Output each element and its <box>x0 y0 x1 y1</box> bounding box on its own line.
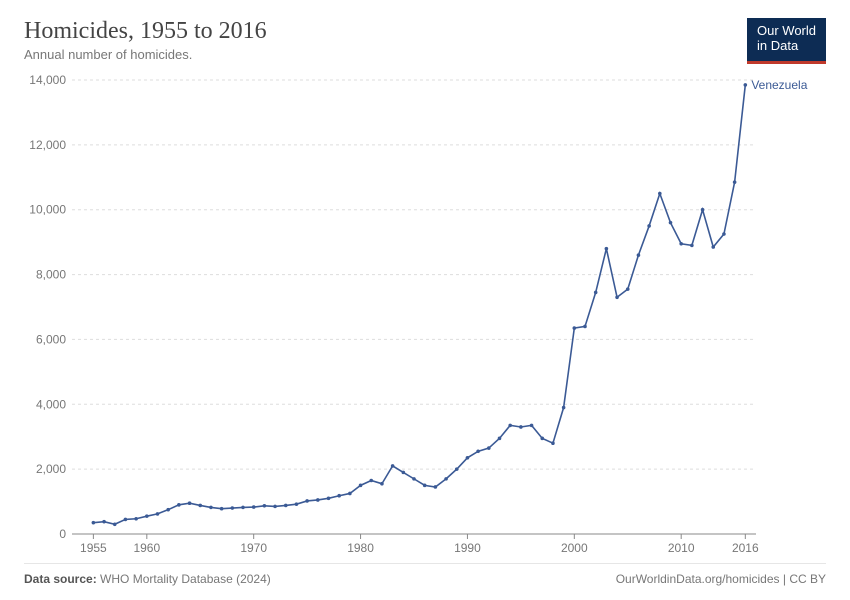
data-point <box>380 482 384 486</box>
data-point <box>305 499 309 503</box>
logo-line1: Our World <box>757 23 816 38</box>
data-point <box>647 224 651 228</box>
data-point <box>434 485 438 489</box>
data-point <box>391 464 395 468</box>
data-point <box>605 247 609 251</box>
data-point <box>348 492 352 496</box>
y-tick-label: 8,000 <box>36 268 66 282</box>
data-point <box>166 508 170 512</box>
data-point <box>423 484 427 488</box>
data-point <box>658 192 662 196</box>
data-point <box>188 501 192 505</box>
data-point <box>273 505 277 509</box>
data-point <box>573 326 577 330</box>
data-point <box>455 467 459 471</box>
page-subtitle: Annual number of homicides. <box>24 47 267 62</box>
data-point <box>583 325 587 329</box>
series-label-venezuela: Venezuela <box>751 78 807 92</box>
y-tick-label: 10,000 <box>29 203 66 217</box>
data-point <box>92 521 96 525</box>
data-point <box>487 446 491 450</box>
chart-footer: Data source: WHO Mortality Database (202… <box>24 563 826 586</box>
y-tick-label: 12,000 <box>29 138 66 152</box>
data-point <box>102 520 106 524</box>
data-point <box>145 514 149 518</box>
x-tick-label: 2016 <box>732 541 759 555</box>
data-point <box>530 424 534 428</box>
data-point <box>198 504 202 508</box>
data-point <box>508 424 512 428</box>
data-point <box>519 425 523 429</box>
attribution: OurWorldinData.org/homicides | CC BY <box>616 572 826 586</box>
data-point <box>113 522 117 526</box>
y-tick-label: 0 <box>59 527 66 541</box>
data-point <box>156 512 160 516</box>
data-point <box>615 295 619 299</box>
data-point <box>402 471 406 475</box>
data-point <box>637 253 641 257</box>
data-point <box>177 503 181 507</box>
data-point <box>444 477 448 481</box>
page-title: Homicides, 1955 to 2016 <box>24 18 267 45</box>
x-tick-label: 1990 <box>454 541 481 555</box>
y-tick-label: 14,000 <box>29 73 66 87</box>
line-chart: 0 2,000 4,000 6,000 8,000 10,000 12,000 14,000 1… <box>24 72 826 558</box>
data-point <box>359 484 363 488</box>
data-point <box>369 479 373 483</box>
data-point <box>209 506 213 510</box>
x-tick-label: 1960 <box>133 541 160 555</box>
data-point <box>562 406 566 410</box>
data-point <box>701 208 705 212</box>
owid-logo: Our World in Data <box>747 18 826 64</box>
data-point <box>498 437 502 441</box>
data-point <box>733 180 737 184</box>
logo-line2: in Data <box>757 38 798 53</box>
data-point <box>679 242 683 246</box>
data-point <box>551 441 555 445</box>
data-point <box>241 506 245 510</box>
data-point <box>744 83 748 87</box>
data-point <box>284 504 288 508</box>
data-point <box>134 517 138 521</box>
data-point <box>327 497 331 501</box>
data-point <box>690 244 694 248</box>
y-tick-label: 6,000 <box>36 332 66 346</box>
data-point <box>626 287 630 291</box>
series-line-venezuela <box>93 85 745 524</box>
data-point <box>231 506 235 510</box>
data-point <box>722 232 726 236</box>
data-point <box>252 505 256 509</box>
data-point <box>476 450 480 454</box>
data-point <box>337 494 341 498</box>
data-point <box>124 518 128 522</box>
data-point <box>540 437 544 441</box>
data-point <box>316 498 320 502</box>
data-point <box>220 507 224 511</box>
y-tick-label: 4,000 <box>36 397 66 411</box>
x-tick-label: 1970 <box>240 541 267 555</box>
chart-svg: 0 2,000 4,000 6,000 8,000 10,000 12,000 14,000 1… <box>24 72 826 558</box>
x-tick-label: 1955 <box>80 541 107 555</box>
data-point <box>412 477 416 481</box>
data-point <box>466 456 470 460</box>
data-point <box>263 504 267 508</box>
data-point <box>594 291 598 295</box>
data-source: Data source: WHO Mortality Database (202… <box>24 572 271 586</box>
x-tick-label: 1980 <box>347 541 374 555</box>
x-tick-label: 2000 <box>561 541 588 555</box>
data-point <box>669 221 673 225</box>
y-tick-label: 2,000 <box>36 462 66 476</box>
source-label: Data source: <box>24 572 97 586</box>
data-point <box>711 245 715 249</box>
source-value: WHO Mortality Database (2024) <box>100 572 271 586</box>
x-tick-label: 2010 <box>668 541 695 555</box>
data-point <box>295 502 299 506</box>
